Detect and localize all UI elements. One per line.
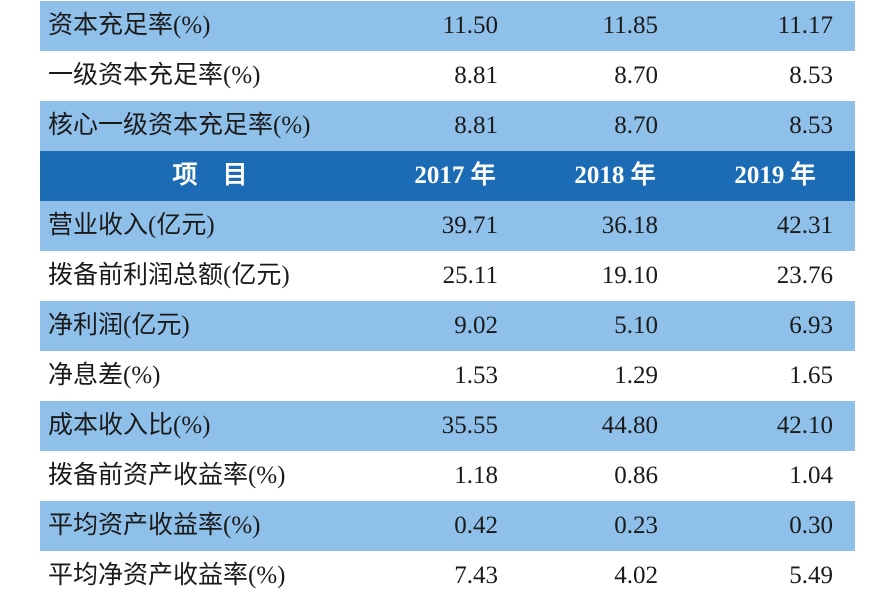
header-row: 项 目 2017 年 2018 年 2019 年 — [40, 151, 855, 201]
row-label: 核心一级资本充足率(%) — [48, 112, 311, 139]
value-cell: 1.04 — [789, 462, 833, 489]
value-cell: 23.76 — [776, 262, 833, 289]
value-cell: 8.70 — [614, 62, 658, 89]
row-label: 资本充足率(%) — [48, 12, 211, 39]
value-cell: 42.31 — [776, 212, 833, 239]
table-row: 净利润(亿元) 9.02 5.10 6.93 — [40, 301, 855, 351]
value-cell: 1.18 — [454, 462, 498, 489]
value-cell: 44.80 — [601, 412, 658, 439]
row-label: 一级资本充足率(%) — [48, 62, 261, 89]
value-cell: 8.70 — [614, 112, 658, 139]
row-label: 平均资产收益率(%) — [48, 512, 261, 539]
value-cell: 8.53 — [789, 112, 833, 139]
value-cell: 25.11 — [442, 262, 498, 289]
value-cell: 11.85 — [602, 12, 658, 39]
table-row: 拨备前资产收益率(%) 1.18 0.86 1.04 — [40, 451, 855, 501]
value-cell: 1.53 — [454, 362, 498, 389]
row-label: 拨备前资产收益率(%) — [48, 462, 286, 489]
table-row: 核心一级资本充足率(%) 8.81 8.70 8.53 — [40, 101, 855, 151]
value-cell: 8.53 — [789, 62, 833, 89]
table-row: 平均净资产收益率(%) 7.43 4.02 5.49 — [40, 551, 855, 601]
row-label: 净利润(亿元) — [48, 312, 190, 339]
header-cell: 项 目 — [172, 162, 248, 189]
table-row: 一级资本充足率(%) 8.81 8.70 8.53 — [40, 51, 855, 101]
value-cell: 8.81 — [454, 112, 498, 139]
value-cell: 1.29 — [614, 362, 658, 389]
table-row: 成本收入比(%) 35.55 44.80 42.10 — [40, 401, 855, 451]
row-label: 拨备前利润总额(亿元) — [48, 262, 290, 289]
table-row: 拨备前利润总额(亿元) 25.11 19.10 23.76 — [40, 251, 855, 301]
value-cell: 42.10 — [776, 412, 833, 439]
table-row: 营业收入(亿元) 39.71 36.18 42.31 — [40, 201, 855, 251]
value-cell: 7.43 — [454, 562, 498, 589]
row-label: 营业收入(亿元) — [48, 212, 215, 239]
table-row: 平均资产收益率(%) 0.42 0.23 0.30 — [40, 501, 855, 551]
row-label: 成本收入比(%) — [48, 412, 211, 439]
value-cell: 1.65 — [789, 362, 833, 389]
header-cell: 2018 年 — [574, 162, 656, 189]
table-row: 资本充足率(%) 11.50 11.85 11.17 — [40, 1, 855, 51]
value-cell: 0.30 — [789, 512, 833, 539]
value-cell: 0.42 — [454, 512, 498, 539]
value-cell: 35.55 — [441, 412, 498, 439]
value-cell: 4.02 — [614, 562, 658, 589]
value-cell: 36.18 — [601, 212, 658, 239]
value-cell: 19.10 — [601, 262, 658, 289]
value-cell: 6.93 — [789, 312, 833, 339]
table-row: 净息差(%) 1.53 1.29 1.65 — [40, 351, 855, 401]
value-cell: 8.81 — [454, 62, 498, 89]
value-cell: 5.10 — [614, 312, 658, 339]
value-cell: 0.86 — [614, 462, 658, 489]
row-label: 净息差(%) — [48, 362, 161, 389]
value-cell: 11.50 — [442, 12, 498, 39]
value-cell: 5.49 — [789, 562, 833, 589]
value-cell: 11.17 — [777, 12, 833, 39]
row-label: 平均净资产收益率(%) — [48, 562, 286, 589]
value-cell: 39.71 — [441, 212, 498, 239]
value-cell: 0.23 — [614, 512, 658, 539]
header-cell: 2019 年 — [734, 162, 816, 189]
value-cell: 9.02 — [454, 312, 498, 339]
header-cell: 2017 年 — [414, 162, 496, 189]
